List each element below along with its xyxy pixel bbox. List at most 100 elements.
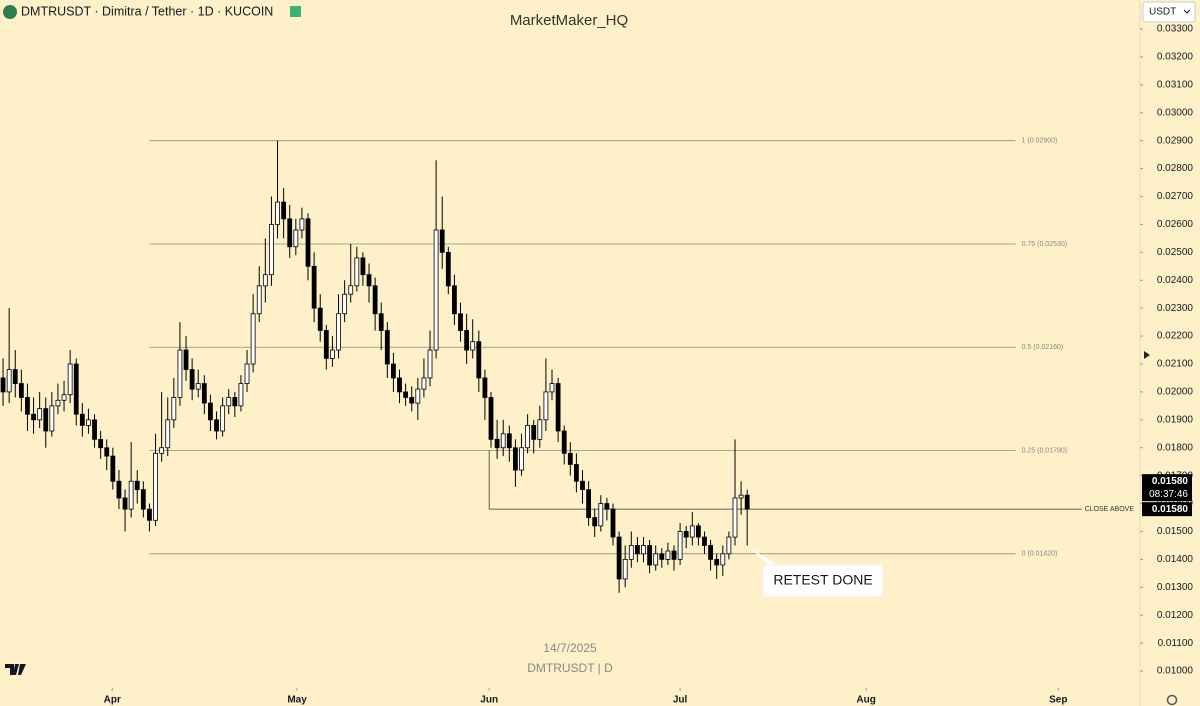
y-tick-label: 0.01400 [1157,554,1194,565]
fib-label: 0.25 (0.01790) [1022,447,1068,454]
candle-body [140,489,146,510]
y-tick-label: 0.02600 [1157,219,1194,230]
candle-body [49,405,55,432]
candle-body [641,545,646,555]
candle-body [250,313,256,365]
candle-body [665,550,671,560]
x-tick-label: Sep [1049,695,1067,706]
candle-body [494,438,500,449]
candle-body [67,363,73,396]
author: MarketMaker_HQ [510,12,628,29]
logo-shape [5,664,26,675]
candle-body [262,274,268,287]
currency-select[interactable] [1142,1,1196,23]
candle-body [622,558,628,580]
candle-body [195,383,201,390]
fib-label: 0.5 (0.02160) [1022,344,1064,351]
candle-body [714,558,720,566]
candle-body [104,447,110,457]
candle-body [116,480,122,499]
candle-body [525,425,531,449]
candle-body [567,452,573,465]
candle-body [458,313,463,331]
candle-body [293,229,299,248]
candle-body [634,545,640,555]
candle-body [708,545,713,560]
candle-body [695,525,701,538]
candle-body [177,349,183,398]
candle-body [427,349,433,379]
candle-body [421,377,427,390]
candle-body [323,330,329,359]
candle-body [98,438,104,449]
candle-body [256,285,262,315]
candle-body [189,369,195,390]
fib-label: 0 (0.01420) [1022,551,1058,558]
candle-body [580,480,585,491]
y-tick-label: 0.02100 [1157,359,1194,370]
candle-body [299,218,305,231]
flag-icon [290,6,301,17]
candle-body [73,363,79,415]
x-tick-label: Jul [673,695,688,706]
candle-body [604,503,610,510]
close-above-text: CLOSE ABOVE [1085,506,1135,513]
candle-body [330,349,335,359]
candle-body [354,257,360,287]
candle-body [555,383,561,432]
candle-body [488,397,494,440]
candle-body [147,508,152,521]
y-tick-label: 0.02000 [1157,387,1194,398]
candle-body [409,397,415,404]
y-tick-label: 0.02300 [1157,303,1194,314]
candle-body [366,274,372,287]
candle-body [317,307,323,331]
candle-body [159,447,165,454]
candle-body [439,229,445,253]
y-tick-label: 0.03200 [1157,52,1194,63]
y-tick-label: 0.01200 [1157,610,1194,621]
y-tick-label: 0.02500 [1157,247,1194,258]
symbol-title: DMTRUSDT · Dimitra / Tether · 1D · KUCOI… [21,4,273,18]
candle-body [433,229,439,351]
candle-body [574,464,579,482]
candle-body [671,550,677,560]
candle-body [628,545,634,560]
candle-body [336,313,341,351]
candle-body [55,399,61,407]
candle-body [653,553,659,566]
x-tick-label: Apr [104,695,121,706]
y-tick-label: 0.02700 [1157,191,1194,202]
countdown: 08:37:46 [1149,489,1188,500]
candle-body [702,536,707,546]
candle-body [281,201,287,220]
candle-body [378,313,384,331]
y-tick-label: 0.03100 [1157,79,1194,90]
candle-body [348,285,354,295]
dropdown-arrow [1183,9,1191,14]
candle-body [275,201,280,225]
candle-body [165,419,171,449]
candle-body [519,447,524,471]
candle-body [0,377,6,393]
candle-body [391,363,396,379]
candle-body [220,405,226,432]
y-tick-label: 0.02200 [1157,331,1194,342]
candle-body [683,531,689,538]
callout: RETEST DONE [750,548,884,598]
x-tick-label: Jun [480,695,498,706]
candle-body [616,536,622,580]
watermark-symbol: DMTRUSDT | D [527,661,613,675]
candle-body [287,218,293,248]
x-tick-label: May [287,695,307,706]
y-tick-label: 0.01100 [1158,638,1194,649]
candle-body [6,369,12,393]
candle-body [561,430,567,454]
candle-body [689,525,695,538]
candle-body [269,224,274,276]
candle-body [153,452,158,521]
settings-icon[interactable] [1166,694,1178,706]
candle-body [452,285,457,315]
